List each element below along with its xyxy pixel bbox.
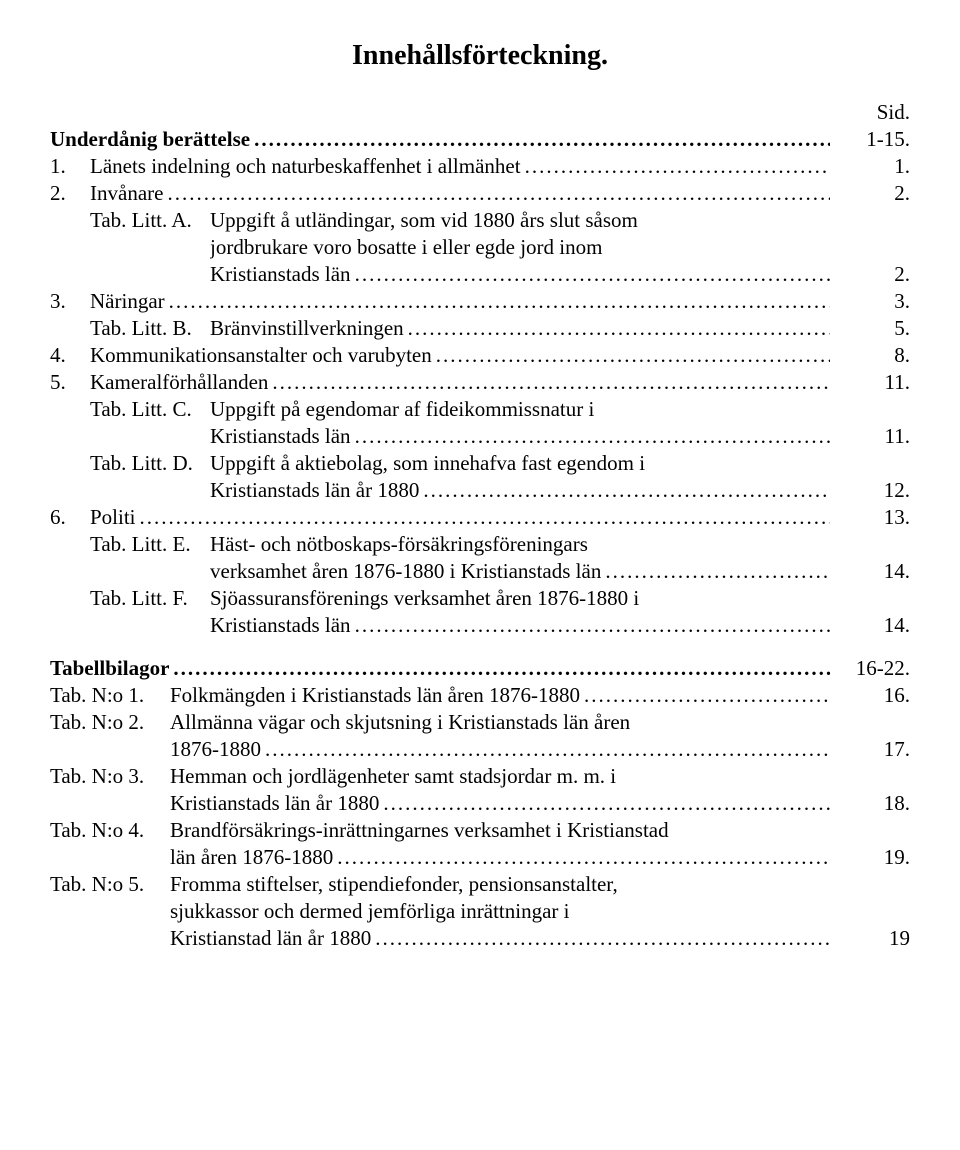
toc-entry-text: Häst- och nötboskaps-försäkringsförening…	[210, 532, 830, 557]
toc-entry-page: 2.	[830, 181, 910, 206]
toc-entry-page: 11.	[830, 370, 910, 395]
toc-section-heading: Underdånig berättelse 1-15.	[50, 127, 910, 152]
toc-entry: 3.Näringar3.	[50, 289, 910, 314]
toc-entry-text: 1876-1880	[170, 737, 830, 762]
toc-entry: Tab. Litt. A.Uppgift å utländingar, som …	[50, 208, 910, 233]
toc-entry: 2.Invånare2.	[50, 181, 910, 206]
toc-entry-number: 4.	[50, 343, 90, 368]
toc-entry-text: Sjöassuransförenings verksamhet åren 187…	[210, 586, 830, 611]
toc-entry-number: 6.	[50, 505, 90, 530]
toc-entry-number: 1.	[50, 154, 90, 179]
toc-entry-text: Bränvinstillverkningen	[210, 316, 830, 341]
toc-entry-sublabel: Tab. Litt. D.	[90, 451, 210, 476]
toc-entry-number: 3.	[50, 289, 90, 314]
toc-entry-page: 18.	[830, 791, 910, 816]
toc-entry: Tab. Litt. C.Uppgift på egendomar af fid…	[50, 397, 910, 422]
toc-entry-text: Länets indelning och naturbeskaffenhet i…	[90, 154, 830, 179]
toc-entry-text: Hemman och jordlägenheter samt stadsjord…	[170, 764, 830, 789]
toc-entry-text: Uppgift å aktiebolag, som innehafva fast…	[210, 451, 830, 476]
toc-entry-page: 19.	[830, 845, 910, 870]
toc-heading-page: 16-22.	[830, 656, 910, 681]
toc-entry-continuation: jordbrukare voro bosatte i eller egde jo…	[50, 235, 910, 260]
toc-entry: Tab. N:o 1.Folkmängden i Kristianstads l…	[50, 683, 910, 708]
toc-entry: Tab. N:o 3.Hemman och jordlägenheter sam…	[50, 764, 910, 789]
toc-entry-page: 19	[830, 926, 910, 951]
toc-entry-text: sjukkassor och dermed jemförliga inrättn…	[170, 899, 830, 924]
toc-entry-text: jordbrukare voro bosatte i eller egde jo…	[210, 235, 830, 260]
toc-entry-page: 13.	[830, 505, 910, 530]
toc-entry: Tab. N:o 2.Allmänna vägar och skjutsning…	[50, 710, 910, 735]
toc-entry-text: Invånare	[90, 181, 830, 206]
toc-heading-label: Tabellbilagor	[50, 656, 830, 681]
toc-title: Innehållsförteckning.	[50, 40, 910, 72]
toc-entry: Tab. Litt. D.Uppgift å aktiebolag, som i…	[50, 451, 910, 476]
toc-entry: Tab. N:o 5.Fromma stiftelser, stipendief…	[50, 872, 910, 897]
toc-entry-text: Folkmängden i Kristianstads län åren 187…	[170, 683, 830, 708]
toc-entry-sublabel: Tab. N:o 5.	[50, 872, 170, 897]
toc-entry-sublabel: Tab. Litt. A.	[90, 208, 210, 233]
toc-entry: Tab. N:o 4.Brandförsäkrings-inrättningar…	[50, 818, 910, 843]
toc-entry-text: Brandförsäkrings-inrättningarnes verksam…	[170, 818, 830, 843]
toc-entry-continuation: län åren 1876-188019.	[50, 845, 910, 870]
toc-entry-continuation: verksamhet åren 1876-1880 i Kristianstad…	[50, 559, 910, 584]
toc-entry-sublabel: Tab. N:o 2.	[50, 710, 170, 735]
toc-entry-text: Kristianstads län	[210, 262, 830, 287]
toc-entry-continuation: Kristianstads län år 188012.	[50, 478, 910, 503]
toc-entry-page: 8.	[830, 343, 910, 368]
toc-entry-text: Kristianstads län år 1880	[170, 791, 830, 816]
toc-entry-continuation: sjukkassor och dermed jemförliga inrättn…	[50, 899, 910, 924]
toc-entry-text: Uppgift å utländingar, som vid 1880 års …	[210, 208, 830, 233]
toc-entry-text: Politi	[90, 505, 830, 530]
toc-entry-page: 11.	[830, 424, 910, 449]
toc-entry-sublabel: Tab. Litt. B.	[90, 316, 210, 341]
toc-entry: Tab. Litt. F.Sjöassuransförenings verksa…	[50, 586, 910, 611]
page-column-header: Sid.	[50, 100, 910, 125]
toc-entry-text: Kommunikationsanstalter och varubyten	[90, 343, 830, 368]
toc-entry-continuation: Kristianstads län11.	[50, 424, 910, 449]
toc-entry-number: 5.	[50, 370, 90, 395]
toc-entry-sublabel: Tab. Litt. E.	[90, 532, 210, 557]
toc-entry-page: 5.	[830, 316, 910, 341]
toc-entry-continuation: Kristianstads län år 188018.	[50, 791, 910, 816]
toc-entry-text: Kameralförhållanden	[90, 370, 830, 395]
toc-entry-text: Allmänna vägar och skjutsning i Kristian…	[170, 710, 830, 735]
toc-entry-text: län åren 1876-1880	[170, 845, 830, 870]
toc-entry-number: 2.	[50, 181, 90, 206]
toc-heading-label: Underdånig berättelse	[50, 127, 830, 152]
toc-section-heading: Tabellbilagor 16-22.	[50, 656, 910, 681]
toc-entry-sublabel: Tab. Litt. F.	[90, 586, 210, 611]
toc-entry-text: Fromma stiftelser, stipendiefonder, pens…	[170, 872, 830, 897]
toc-entry-text: Kristianstads län år 1880	[210, 478, 830, 503]
toc-entry: Tab. Litt. B.Bränvinstillverkningen5.	[50, 316, 910, 341]
toc-entry-page: 16.	[830, 683, 910, 708]
toc-entry-page: 14.	[830, 613, 910, 638]
toc-entry-page: 2.	[830, 262, 910, 287]
toc-heading-page: 1-15.	[830, 127, 910, 152]
toc-entry-sublabel: Tab. N:o 1.	[50, 683, 170, 708]
toc-entry-text: Kristianstads län	[210, 424, 830, 449]
toc-entry-text: Näringar	[90, 289, 830, 314]
toc-entry-text: Uppgift på egendomar af fideikommissnatu…	[210, 397, 830, 422]
toc-entry-sublabel: Tab. Litt. C.	[90, 397, 210, 422]
toc-entry-page: 1.	[830, 154, 910, 179]
toc-entry-page: 3.	[830, 289, 910, 314]
toc-entry-text: Kristianstads län	[210, 613, 830, 638]
toc-entry-continuation: 1876-188017.	[50, 737, 910, 762]
toc-entry-continuation: Kristianstads län2.	[50, 262, 910, 287]
toc-entry-page: 12.	[830, 478, 910, 503]
toc-entry-continuation: Kristianstads län14.	[50, 613, 910, 638]
toc-entry-sublabel: Tab. N:o 4.	[50, 818, 170, 843]
toc-entry-page: 17.	[830, 737, 910, 762]
toc-entry: 1.Länets indelning och naturbeskaffenhet…	[50, 154, 910, 179]
toc-entry: 4.Kommunikationsanstalter och varubyten8…	[50, 343, 910, 368]
toc-entry: 6.Politi13.	[50, 505, 910, 530]
toc-entry-continuation: Kristianstad län år 188019	[50, 926, 910, 951]
toc-entry: Tab. Litt. E.Häst- och nötboskaps-försäk…	[50, 532, 910, 557]
toc-entry-text: Kristianstad län år 1880	[170, 926, 830, 951]
toc-entry-sublabel: Tab. N:o 3.	[50, 764, 170, 789]
toc-entry: 5.Kameralförhållanden11.	[50, 370, 910, 395]
toc-entry-page: 14.	[830, 559, 910, 584]
toc-entry-text: verksamhet åren 1876-1880 i Kristianstad…	[210, 559, 830, 584]
